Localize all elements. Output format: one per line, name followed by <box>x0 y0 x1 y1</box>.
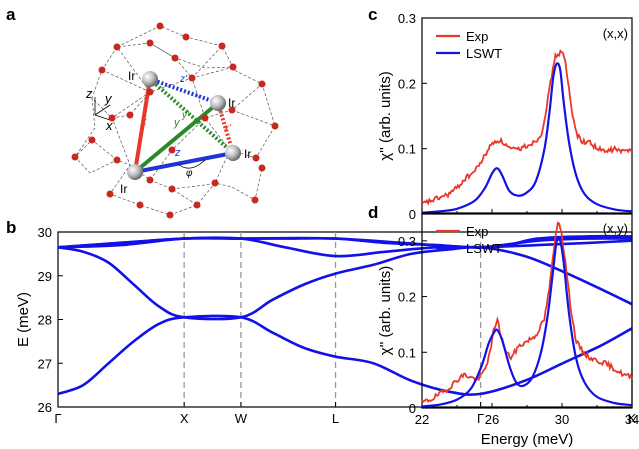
plot-frame <box>57 231 633 408</box>
legend-label-lswt: LSWT <box>466 241 502 256</box>
y-tick-label: 0.1 <box>398 345 416 360</box>
dispersion-band-1 <box>57 245 633 321</box>
spectrum-chart-xx: 0 0.1 0.2 0.3 χ'' (arb. units) (x,x) Exp LSWT <box>377 11 633 222</box>
structure-diagram: z y x φ x y z x' y' z' <box>71 22 279 219</box>
x-tick-label: K <box>628 411 637 426</box>
ir-label-4: Ir <box>244 147 251 161</box>
y-tick-label: 27 <box>38 356 52 371</box>
bond-x-prime-label: x' <box>223 123 232 134</box>
y-tick-label: 30 <box>38 225 52 240</box>
y-tick-label: 0.2 <box>398 290 416 305</box>
axis-z-label: z <box>85 86 93 101</box>
x-tick-label: X <box>180 411 189 426</box>
spectrum-chart-xy: 0 0.1 0.2 0.3 22 26 30 34 Energy (meV) χ'' (arb. … <box>377 212 639 448</box>
y-axis-label: χ'' (arb. units) <box>377 266 394 355</box>
bond-z-solid <box>134 151 234 174</box>
ir-atom-3 <box>127 164 143 180</box>
y-tick-label: 0.2 <box>398 76 416 91</box>
bond-y-label: y <box>173 117 181 129</box>
y-tick-label: 0 <box>409 207 416 222</box>
x-tick-label: 26 <box>485 412 499 427</box>
polarization-annotation: (x,y) <box>603 221 628 236</box>
y-tick-label: 26 <box>38 400 52 415</box>
bond-z-prime-label: z' <box>179 74 188 85</box>
x-tick-label: L <box>332 411 339 426</box>
angle-label: φ <box>186 168 193 179</box>
series-lswt-line <box>421 236 633 408</box>
x-tick-label: Γ <box>54 411 61 426</box>
x-tick-label: 30 <box>555 412 569 427</box>
panel-letter-d: d <box>368 203 378 222</box>
dispersion-band-4 <box>57 234 633 249</box>
x-tick-label: 22 <box>415 412 429 427</box>
bond-y-prime <box>148 77 235 155</box>
axis-x-label: x <box>105 118 113 133</box>
ir-atom-4 <box>225 145 241 161</box>
y-tick-label: 0.3 <box>398 234 416 249</box>
y-tick-label: 28 <box>38 313 52 328</box>
dispersion-chart: 26 27 28 29 30 Γ X W L Γ K E (meV) <box>15 225 637 426</box>
bond-z-prime <box>149 77 219 105</box>
y-tick-label: 0 <box>409 401 416 416</box>
x-axis-label: Energy (meV) <box>481 431 574 448</box>
polarization-annotation: (x,x) <box>603 26 628 41</box>
legend-label-exp: Exp <box>466 29 488 44</box>
panel-letter-b: b <box>6 218 16 237</box>
bond-y-prime-label: y' <box>181 110 190 121</box>
x-tick-label: Γ <box>477 411 484 426</box>
y-axis-label: E (meV) <box>15 292 32 347</box>
y-tick-label: 29 <box>38 269 52 284</box>
bond-x-label: x <box>140 116 147 128</box>
bond-x-prime <box>216 102 235 154</box>
legend-label-lswt: LSWT <box>466 46 502 61</box>
bond-x-solid <box>133 78 152 173</box>
ir-atom-2 <box>210 95 226 111</box>
bond-y-solid <box>133 101 220 174</box>
panel-letter-c: c <box>368 5 377 24</box>
x-tick-label: 34 <box>625 412 639 427</box>
legend-label-exp: Exp <box>466 224 488 239</box>
y-axis-label: χ'' (arb. units) <box>377 71 394 160</box>
ir-label-3: Ir <box>120 182 127 196</box>
series-exp-line <box>421 49 633 206</box>
ir-label-2: Ir <box>228 96 235 110</box>
axes-triad <box>94 97 111 121</box>
oxygen-atoms <box>71 22 279 219</box>
dispersion-band-0 <box>57 314 633 396</box>
axis-y-label: y <box>104 91 113 106</box>
plot-frame <box>421 17 633 215</box>
series-exp-line <box>421 221 633 404</box>
y-tick-label: 0.3 <box>398 11 416 26</box>
y-tick-label: 0.1 <box>398 142 416 157</box>
panel-letter-a: a <box>6 5 16 24</box>
bond-z-label: z <box>174 147 181 159</box>
x-tick-label: W <box>235 411 248 426</box>
ir-label-1: Ir <box>128 69 135 83</box>
series-lswt-line <box>421 62 633 214</box>
ir-atom-1 <box>142 71 158 87</box>
angle-arc <box>177 159 206 169</box>
